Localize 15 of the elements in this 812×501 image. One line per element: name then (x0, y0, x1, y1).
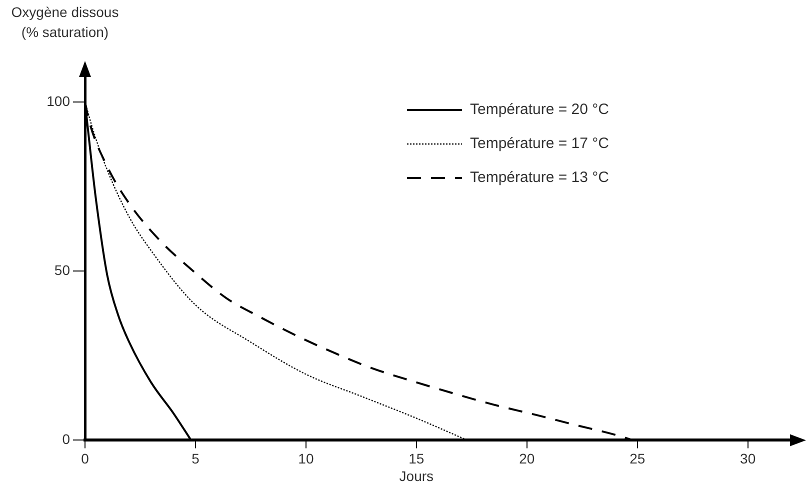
y-axis-title: Oxygène dissous (% saturation) (11, 4, 119, 40)
legend-label: Température = 17 °C (470, 135, 610, 152)
x-tick-label: 5 (192, 450, 200, 466)
x-tick-label: 25 (630, 450, 646, 466)
x-axis-title: Jours (399, 468, 434, 484)
legend-label: Température = 13 °C (470, 169, 610, 186)
x-tick-label: 0 (81, 450, 90, 466)
x-tick-label: 10 (298, 450, 314, 466)
y-tick-label: 100 (46, 92, 70, 109)
y-tick-label: 0 (62, 431, 70, 448)
x-tick-label: 15 (408, 450, 424, 466)
x-tick-label: 20 (519, 450, 535, 466)
y-tick-label: 50 (54, 262, 70, 278)
legend-label: Température = 20 °C (470, 101, 610, 118)
x-tick-label: 30 (740, 450, 756, 466)
